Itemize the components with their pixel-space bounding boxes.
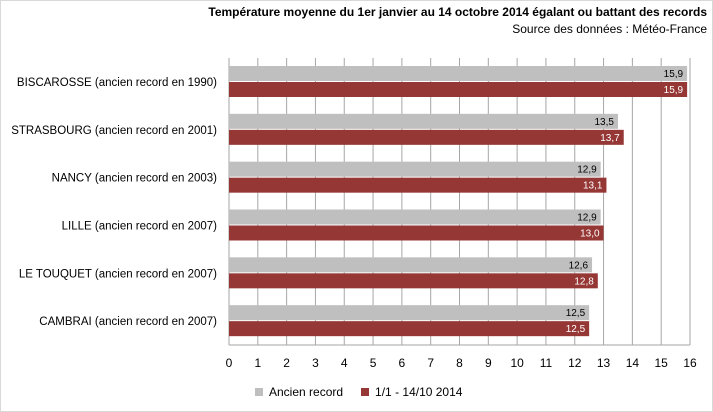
data-label-ancien: 15,9	[664, 69, 684, 80]
x-tick-label: 11	[540, 356, 553, 370]
data-label-ancien: 12,9	[577, 165, 597, 176]
legend-item-current: 1/1 - 14/10 2014	[361, 385, 462, 399]
category-label: LILLE (ancien record en 2007)	[62, 221, 218, 233]
bar-2014	[229, 129, 624, 145]
bar-2014	[229, 177, 607, 193]
legend-swatch-ancien	[255, 388, 263, 396]
x-tick-label: 15	[655, 356, 669, 370]
category-label: STRASBOURG (ancien record en 2001)	[11, 125, 217, 137]
category-label: LE TOUQUET (ancien record en 2007)	[19, 268, 217, 280]
x-tick-label: 16	[683, 356, 697, 370]
data-label-2014: 13,1	[583, 181, 603, 192]
bar-2014	[229, 321, 590, 337]
legend-item-ancien: Ancien record	[255, 385, 343, 399]
x-tick-label: 14	[626, 356, 640, 370]
bar-ancien-record	[229, 257, 593, 273]
data-label-ancien: 12,6	[569, 260, 589, 271]
data-label-ancien: 13,5	[595, 117, 615, 128]
bar-ancien-record	[229, 305, 590, 321]
legend-label-current: 1/1 - 14/10 2014	[375, 385, 463, 399]
bar-2014	[229, 225, 604, 241]
category-label: CAMBRAI (ancien record en 2007)	[39, 316, 217, 328]
data-label-2014: 13,0	[580, 229, 600, 240]
x-tick-label: 4	[341, 356, 348, 370]
bar-2014	[229, 273, 598, 289]
x-tick-label: 2	[283, 356, 290, 370]
category-label: NANCY (ancien record en 2003)	[52, 173, 218, 185]
data-label-2014: 15,9	[664, 85, 684, 96]
x-tick-label: 6	[399, 356, 406, 370]
chart-title: Température moyenne du 1er janvier au 14…	[208, 5, 707, 19]
x-tick-label: 3	[312, 356, 319, 370]
x-tick-label: 1	[254, 356, 261, 370]
data-label-2014: 12,5	[566, 324, 586, 335]
x-tick-label: 13	[597, 356, 611, 370]
legend-swatch-current	[361, 388, 370, 396]
x-tick-label: 7	[427, 356, 434, 370]
bar-ancien-record	[229, 66, 688, 81]
x-tick-label: 0	[226, 356, 233, 370]
x-tick-label: 5	[370, 356, 377, 370]
bar-ancien-record	[229, 113, 618, 129]
bar-ancien-record	[229, 161, 601, 177]
legend-label-ancien: Ancien record	[269, 385, 344, 399]
chart-legend: Ancien record 1/1 - 14/10 2014	[255, 385, 480, 399]
data-label-ancien: 12,5	[566, 308, 586, 319]
data-label-2014: 13,7	[600, 133, 620, 144]
x-tick-label: 8	[456, 356, 463, 370]
bar-2014	[229, 82, 688, 97]
data-label-ancien: 12,9	[577, 213, 597, 224]
category-label: BISCAROSSE (ancien record en 1990)	[17, 77, 217, 89]
chart-subtitle: Source des données : Météo-France	[512, 22, 707, 36]
x-tick-label: 10	[510, 356, 524, 370]
x-tick-label: 12	[568, 356, 582, 370]
data-label-2014: 12,8	[574, 276, 594, 287]
bar-ancien-record	[229, 209, 601, 225]
x-tick-label: 9	[485, 356, 492, 370]
